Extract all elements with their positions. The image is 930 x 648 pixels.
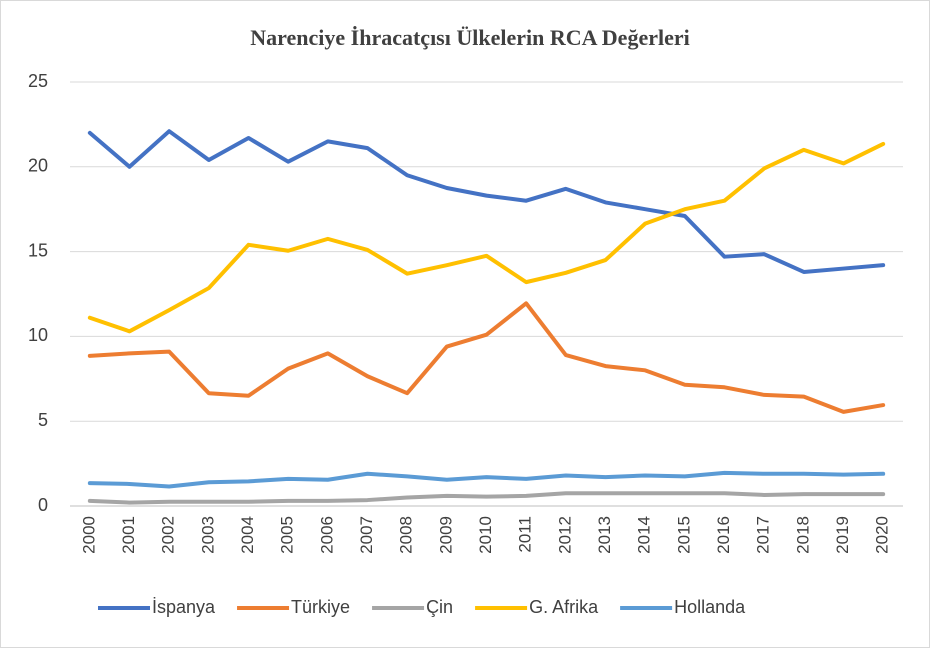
x-tick-label: 2005 (278, 516, 297, 554)
x-tick-label: 2018 (793, 516, 812, 554)
x-tick-label: 2015 (674, 516, 693, 554)
x-tick-label: 2008 (397, 516, 416, 554)
x-tick-label: 2003 (198, 516, 217, 554)
y-tick-label: 25 (28, 71, 48, 91)
legend-label: G. Afrika (529, 597, 599, 617)
x-tick-label: 2000 (79, 516, 98, 554)
y-tick-label: 15 (28, 240, 48, 260)
chart-title: Narenciye İhracatçısı Ülkelerin RCA Değe… (250, 25, 689, 50)
y-tick-label: 5 (38, 410, 48, 430)
x-tick-label: 2009 (436, 516, 455, 554)
x-tick-label: 2002 (159, 516, 178, 554)
x-tick-label: 2007 (357, 516, 376, 554)
series-line (87, 301, 886, 414)
x-tick-label: 2006 (317, 516, 336, 554)
x-tick-label: 2012 (555, 516, 574, 554)
series-line (87, 141, 886, 334)
x-tick-label: 2020 (873, 516, 892, 554)
legend-label: Türkiye (291, 597, 350, 617)
x-tick-label: 2001 (119, 516, 138, 554)
x-tick-label: 2017 (754, 516, 773, 554)
legend-label: İspanya (152, 597, 216, 617)
x-tick-label: 2004 (238, 516, 257, 554)
legend-label: Çin (426, 597, 453, 617)
series-line (87, 470, 886, 489)
x-tick-label: 2010 (476, 516, 495, 554)
series-line (87, 129, 886, 274)
x-tick-label: 2016 (714, 516, 733, 554)
series-line (87, 491, 886, 505)
x-tick-label: 2014 (635, 516, 654, 554)
y-tick-label: 0 (38, 495, 48, 515)
legend-label: Hollanda (674, 597, 746, 617)
y-tick-label: 20 (28, 156, 48, 176)
x-tick-label: 2013 (595, 516, 614, 554)
x-tick-label: 2011 (516, 516, 535, 553)
y-tick-label: 10 (28, 325, 48, 345)
x-tick-label: 2019 (833, 516, 852, 554)
